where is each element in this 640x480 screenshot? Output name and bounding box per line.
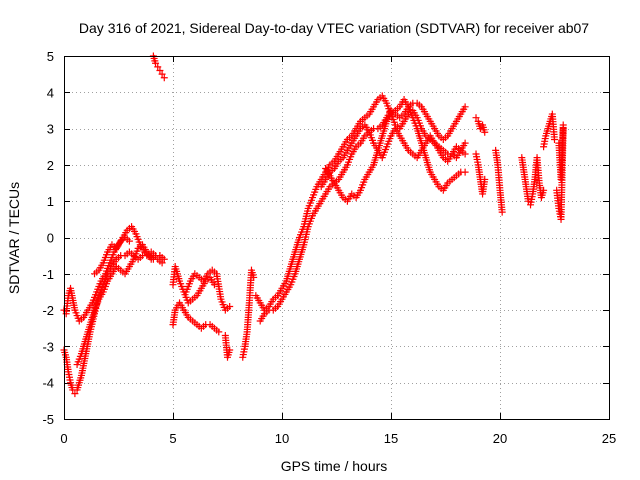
x-tick-label: 20 [493, 431, 507, 446]
plot-frame [64, 56, 610, 420]
data-point [540, 186, 548, 194]
y-tick-label: 2 [47, 158, 54, 173]
data-point [472, 114, 480, 122]
series-sat-track-c [73, 241, 164, 369]
x-tick-label: 15 [384, 431, 398, 446]
x-tick-label: 0 [60, 431, 67, 446]
y-tick-label: 4 [47, 85, 54, 100]
y-tick-label: -4 [42, 376, 54, 391]
data-point [125, 237, 133, 245]
x-tick-label: 5 [169, 431, 176, 446]
y-tick-label: -3 [42, 339, 54, 354]
series-sat-track-q [492, 146, 506, 216]
data-point [160, 255, 168, 263]
series-sat-track-o [472, 114, 489, 136]
data-point [481, 128, 489, 136]
series-sat-track-m [317, 121, 469, 191]
y-axis-label: SDTVAR / TECUs [6, 182, 22, 294]
series-sat-track-u [555, 121, 567, 183]
x-tick-label: 10 [275, 431, 289, 446]
grid-lines [64, 56, 609, 419]
data-point [559, 121, 567, 129]
data-point [461, 103, 469, 111]
y-tick-label: 1 [47, 194, 54, 209]
series-sat-track-h [182, 266, 234, 314]
x-tick-label: 25 [602, 431, 616, 446]
y-tick-label: -5 [42, 412, 54, 427]
data-point [71, 390, 79, 398]
data-point [152, 59, 160, 67]
series-sat-track-p [472, 150, 489, 198]
series-sat-track-s [540, 110, 558, 151]
y-tick-label: 3 [47, 122, 54, 137]
y-tick-label: 0 [47, 231, 54, 246]
series-sat-track-n [322, 96, 469, 205]
data-point [226, 346, 234, 354]
y-tick-label: -2 [42, 303, 54, 318]
series-sat-track-g [169, 299, 223, 336]
series-sat-track-j [239, 266, 258, 361]
data-point [226, 302, 234, 310]
data-point [158, 70, 166, 78]
data-point [481, 175, 489, 183]
data-point [154, 63, 162, 71]
data-point [156, 67, 164, 75]
data-point [156, 252, 164, 260]
series-sat-track-f [169, 263, 218, 307]
y-tick-label: -1 [42, 267, 54, 282]
axis-ticks: 0 5 10 15 20 25 -5 -4 -3 -2 -1 0 1 2 3 4 5 [42, 49, 616, 446]
data-point [250, 273, 258, 281]
series-sat-track-i [221, 332, 234, 361]
data-point [461, 168, 469, 176]
x-axis-label: GPS time / hours [281, 458, 388, 474]
data-point [160, 74, 168, 82]
data-point [461, 139, 469, 147]
data-point [215, 328, 223, 336]
data-point [551, 135, 558, 143]
series-sat-track-l [256, 99, 469, 325]
y-tick-label: 5 [47, 49, 54, 64]
chart-title: Day 316 of 2021, Sidereal Day-to-day VTE… [79, 20, 589, 36]
data-point [158, 259, 166, 267]
data-points [60, 52, 567, 398]
series-sat-track-r [518, 154, 548, 209]
data-point [498, 208, 506, 216]
data-point [210, 281, 218, 289]
series-sat-track-d [91, 234, 133, 278]
data-point [461, 150, 469, 158]
